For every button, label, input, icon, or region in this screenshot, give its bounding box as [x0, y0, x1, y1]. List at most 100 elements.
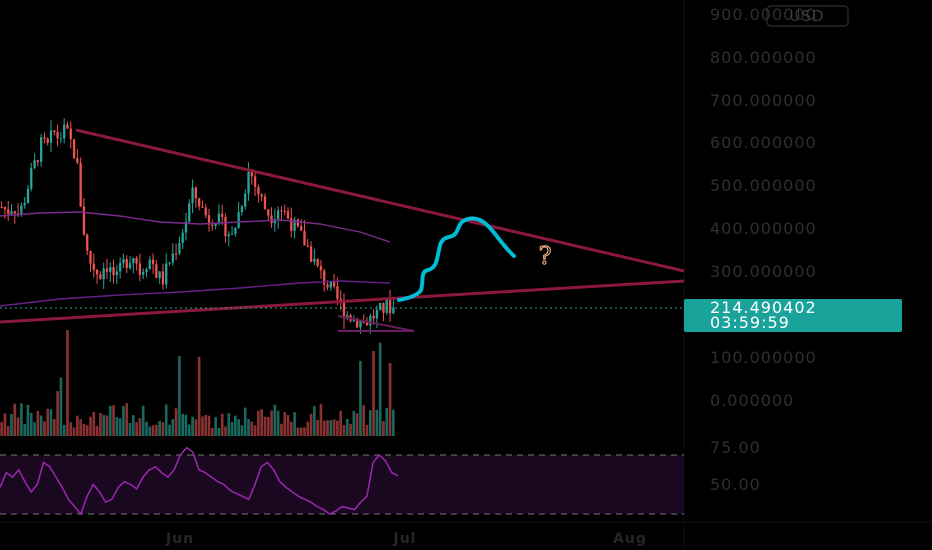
projection-drawing[interactable]: [397, 216, 516, 302]
volume-bar: [313, 405, 316, 436]
volume-bar: [362, 405, 366, 436]
candle-body: [214, 223, 217, 226]
volume-bar: [276, 410, 280, 436]
volume-bar: [289, 421, 293, 436]
volume-bar: [365, 424, 369, 436]
volume-bar: [257, 410, 260, 436]
candle-body: [148, 259, 151, 270]
volume-bar: [392, 409, 395, 436]
small-trendline[interactable]: [337, 315, 415, 332]
candle-body: [63, 124, 66, 139]
candle-body: [49, 130, 53, 143]
candle-body: [102, 268, 105, 280]
candle-body: [342, 301, 346, 319]
volume-bar: [3, 413, 7, 436]
volume-bar: [286, 415, 290, 436]
candle-body: [283, 210, 286, 212]
volume-bar: [39, 415, 43, 436]
candle-body: [250, 171, 253, 177]
volume-bar: [197, 356, 201, 436]
volume-bar: [13, 403, 17, 436]
question-mark-annotation[interactable]: ?: [538, 241, 552, 270]
volume-bar: [99, 412, 102, 436]
volume-bar: [105, 415, 109, 436]
volume-bar: [187, 424, 191, 436]
candle-body: [379, 302, 382, 310]
candle-body: [178, 243, 181, 254]
volume-bar: [217, 427, 221, 436]
volume-bar: [368, 410, 372, 436]
candle-body: [211, 224, 214, 226]
volume-bar: [283, 412, 287, 436]
candle-body: [125, 259, 128, 268]
volume-bar: [148, 426, 152, 436]
candle-body: [300, 226, 303, 231]
candle-body: [323, 270, 326, 285]
candle-body: [36, 160, 40, 162]
rsi-band: [0, 455, 684, 514]
volume-bar: [95, 425, 99, 436]
candle-body: [207, 215, 211, 225]
price-tick: 600.000000: [710, 133, 817, 152]
candle-body: [309, 246, 313, 262]
candle-body: [109, 267, 112, 272]
volume-bar: [385, 408, 389, 436]
price-tick: 0.000000: [710, 391, 794, 410]
volume-bar: [243, 407, 247, 436]
candle-body: [313, 258, 316, 262]
candle-body: [142, 271, 145, 275]
volume-bar: [46, 408, 50, 436]
candle-body: [290, 218, 293, 231]
currency-badge[interactable]: USD: [766, 5, 849, 27]
volume-bar: [204, 414, 208, 436]
price-tick: 400.000000: [710, 219, 817, 238]
candle-body: [303, 230, 306, 246]
volume-bar: [378, 342, 382, 436]
candle-body: [263, 196, 267, 210]
volume-bar: [210, 427, 214, 436]
candle-body: [10, 211, 13, 215]
candle-body: [128, 263, 132, 268]
candle-body: [23, 203, 26, 206]
volume-bar: [326, 420, 329, 436]
volume-bar: [240, 425, 244, 436]
volume-bar: [336, 420, 339, 436]
rsi-tick-50: 50.00: [710, 475, 761, 494]
lower-trendline[interactable]: [0, 279, 685, 324]
volume-bar: [72, 427, 76, 436]
candle-body: [181, 232, 184, 244]
volume-bar: [66, 330, 69, 436]
candle-body: [244, 193, 247, 207]
volume-bar: [151, 425, 155, 436]
volume-bar: [20, 403, 23, 436]
volume-bar: [270, 410, 273, 436]
candle-body: [253, 176, 257, 187]
candle-body: [158, 271, 161, 278]
upper-trendline[interactable]: [75, 128, 685, 273]
candle-body: [66, 124, 69, 129]
candle-body: [105, 268, 109, 272]
candle-body: [132, 257, 135, 264]
candle-body: [69, 128, 72, 140]
candle-body: [168, 262, 171, 264]
candle-body: [188, 203, 191, 222]
volume-bar: [349, 423, 352, 436]
candle-body: [375, 309, 379, 319]
volume-bar: [89, 416, 92, 436]
candle-body: [95, 269, 99, 275]
candle-body: [92, 263, 95, 270]
candle-body: [230, 233, 234, 235]
volume-bar: [382, 421, 385, 436]
candle-body: [86, 234, 89, 251]
candle-body: [270, 215, 273, 224]
volume-bar: [201, 416, 204, 436]
rsi-tick-75: 75.00: [710, 438, 761, 457]
volume-bar: [138, 418, 142, 436]
volume-bar: [214, 417, 217, 436]
candle-body: [201, 206, 204, 208]
volume-bar: [135, 422, 138, 436]
candle-body: [204, 207, 207, 216]
candle-body: [260, 194, 263, 197]
candle-body: [273, 219, 277, 224]
